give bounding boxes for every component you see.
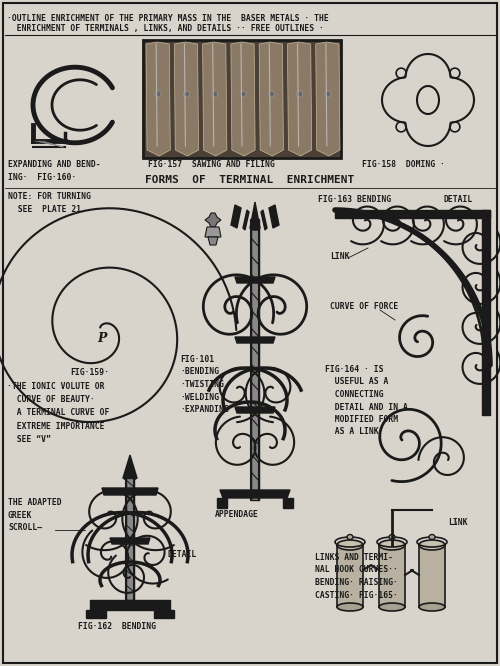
- Polygon shape: [316, 42, 340, 156]
- Polygon shape: [250, 202, 260, 230]
- Polygon shape: [283, 498, 293, 508]
- Text: FIG·162  BENDING: FIG·162 BENDING: [78, 622, 156, 631]
- Circle shape: [325, 91, 331, 97]
- Text: DETAIL: DETAIL: [444, 195, 473, 204]
- Polygon shape: [123, 455, 137, 480]
- Polygon shape: [288, 42, 312, 156]
- Text: FIG·158  DOMING ·: FIG·158 DOMING ·: [362, 160, 445, 169]
- Ellipse shape: [419, 603, 445, 611]
- Text: \: \: [455, 519, 458, 525]
- Polygon shape: [146, 42, 171, 156]
- Ellipse shape: [429, 535, 435, 539]
- Ellipse shape: [337, 540, 363, 550]
- Text: P: P: [98, 332, 106, 344]
- Polygon shape: [335, 210, 490, 218]
- Text: CURVE OF FORCE: CURVE OF FORCE: [330, 302, 398, 311]
- Text: ·THE IONIC VOLUTE OR
  CURVE OF BEAUTY·
  A TERMINAL CURVE OF
  EXTREME IMPORTAN: ·THE IONIC VOLUTE OR CURVE OF BEAUTY· A …: [7, 382, 110, 444]
- Text: THE ADAPTED
GREEK
SCROLL—: THE ADAPTED GREEK SCROLL—: [8, 498, 62, 532]
- Text: LINK: LINK: [448, 518, 468, 527]
- Bar: [337, 545, 363, 607]
- Polygon shape: [269, 205, 279, 228]
- Text: EXPANDING AND BEND-
ING·  FIG·160·: EXPANDING AND BEND- ING· FIG·160·: [8, 160, 100, 182]
- Polygon shape: [251, 220, 259, 500]
- Polygon shape: [220, 490, 290, 498]
- Polygon shape: [205, 213, 221, 227]
- Circle shape: [155, 91, 161, 97]
- Polygon shape: [90, 600, 170, 610]
- Polygon shape: [231, 205, 241, 228]
- Text: ·OUTLINE ENRICHMENT OF THE PRIMARY MASS IN THE  BASER METALS · THE: ·OUTLINE ENRICHMENT OF THE PRIMARY MASS …: [7, 14, 329, 23]
- Ellipse shape: [379, 540, 405, 550]
- Polygon shape: [202, 42, 227, 156]
- Polygon shape: [231, 42, 255, 156]
- Polygon shape: [217, 498, 227, 508]
- Text: FIG·163 BENDING: FIG·163 BENDING: [318, 195, 391, 204]
- Bar: [379, 545, 405, 607]
- Polygon shape: [110, 538, 150, 544]
- Ellipse shape: [337, 603, 363, 611]
- Polygon shape: [259, 42, 283, 156]
- Text: LINK: LINK: [330, 252, 349, 261]
- Polygon shape: [154, 610, 174, 618]
- Polygon shape: [126, 478, 134, 600]
- Circle shape: [268, 91, 274, 97]
- Text: FORMS  OF  TERMINAL  ENRICHMENT: FORMS OF TERMINAL ENRICHMENT: [146, 175, 354, 185]
- Polygon shape: [86, 610, 106, 618]
- Polygon shape: [235, 277, 275, 283]
- Bar: [143, 40, 341, 158]
- Polygon shape: [235, 407, 275, 413]
- Ellipse shape: [389, 535, 395, 539]
- Bar: [419, 545, 445, 607]
- Text: DETAIL: DETAIL: [168, 550, 197, 559]
- Polygon shape: [243, 210, 249, 230]
- Text: APPENDAGE: APPENDAGE: [215, 510, 259, 519]
- Polygon shape: [174, 42, 199, 156]
- Polygon shape: [208, 237, 218, 245]
- Text: FIG·101
·BENDING
·TWISTING
·WELDING
·EXPANDING: FIG·101 ·BENDING ·TWISTING ·WELDING ·EXP…: [180, 355, 229, 414]
- Text: LINKS AND TERMI-
NAL HOOK CURVES··
BENDING· RAISING·
CASTING· FIG·165·: LINKS AND TERMI- NAL HOOK CURVES·· BENDI…: [315, 553, 398, 599]
- Text: FIG·159·: FIG·159·: [70, 368, 109, 377]
- Circle shape: [296, 91, 302, 97]
- Circle shape: [212, 91, 218, 97]
- Ellipse shape: [419, 540, 445, 550]
- Text: FIG·157  SAWING AND FILING: FIG·157 SAWING AND FILING: [148, 160, 275, 169]
- Ellipse shape: [379, 603, 405, 611]
- Polygon shape: [261, 210, 267, 230]
- Polygon shape: [102, 488, 158, 495]
- Polygon shape: [482, 210, 490, 415]
- Circle shape: [240, 91, 246, 97]
- Polygon shape: [205, 227, 221, 237]
- Text: FIG·164 · IS
  USEFUL AS A
  CONNECTING
  DETAIL AND IN A
  MODIFIED FORM
  AS A: FIG·164 · IS USEFUL AS A CONNECTING DETA…: [325, 365, 408, 436]
- Ellipse shape: [347, 535, 353, 539]
- Circle shape: [184, 91, 190, 97]
- Text: ENRICHMENT OF TERMINALS , LINKS, AND DETAILS ·· FREE OUTLINES ·: ENRICHMENT OF TERMINALS , LINKS, AND DET…: [7, 24, 324, 33]
- Polygon shape: [235, 337, 275, 343]
- Text: NOTE: FOR TURNING
  SEE  PLATE 21: NOTE: FOR TURNING SEE PLATE 21: [8, 192, 91, 214]
